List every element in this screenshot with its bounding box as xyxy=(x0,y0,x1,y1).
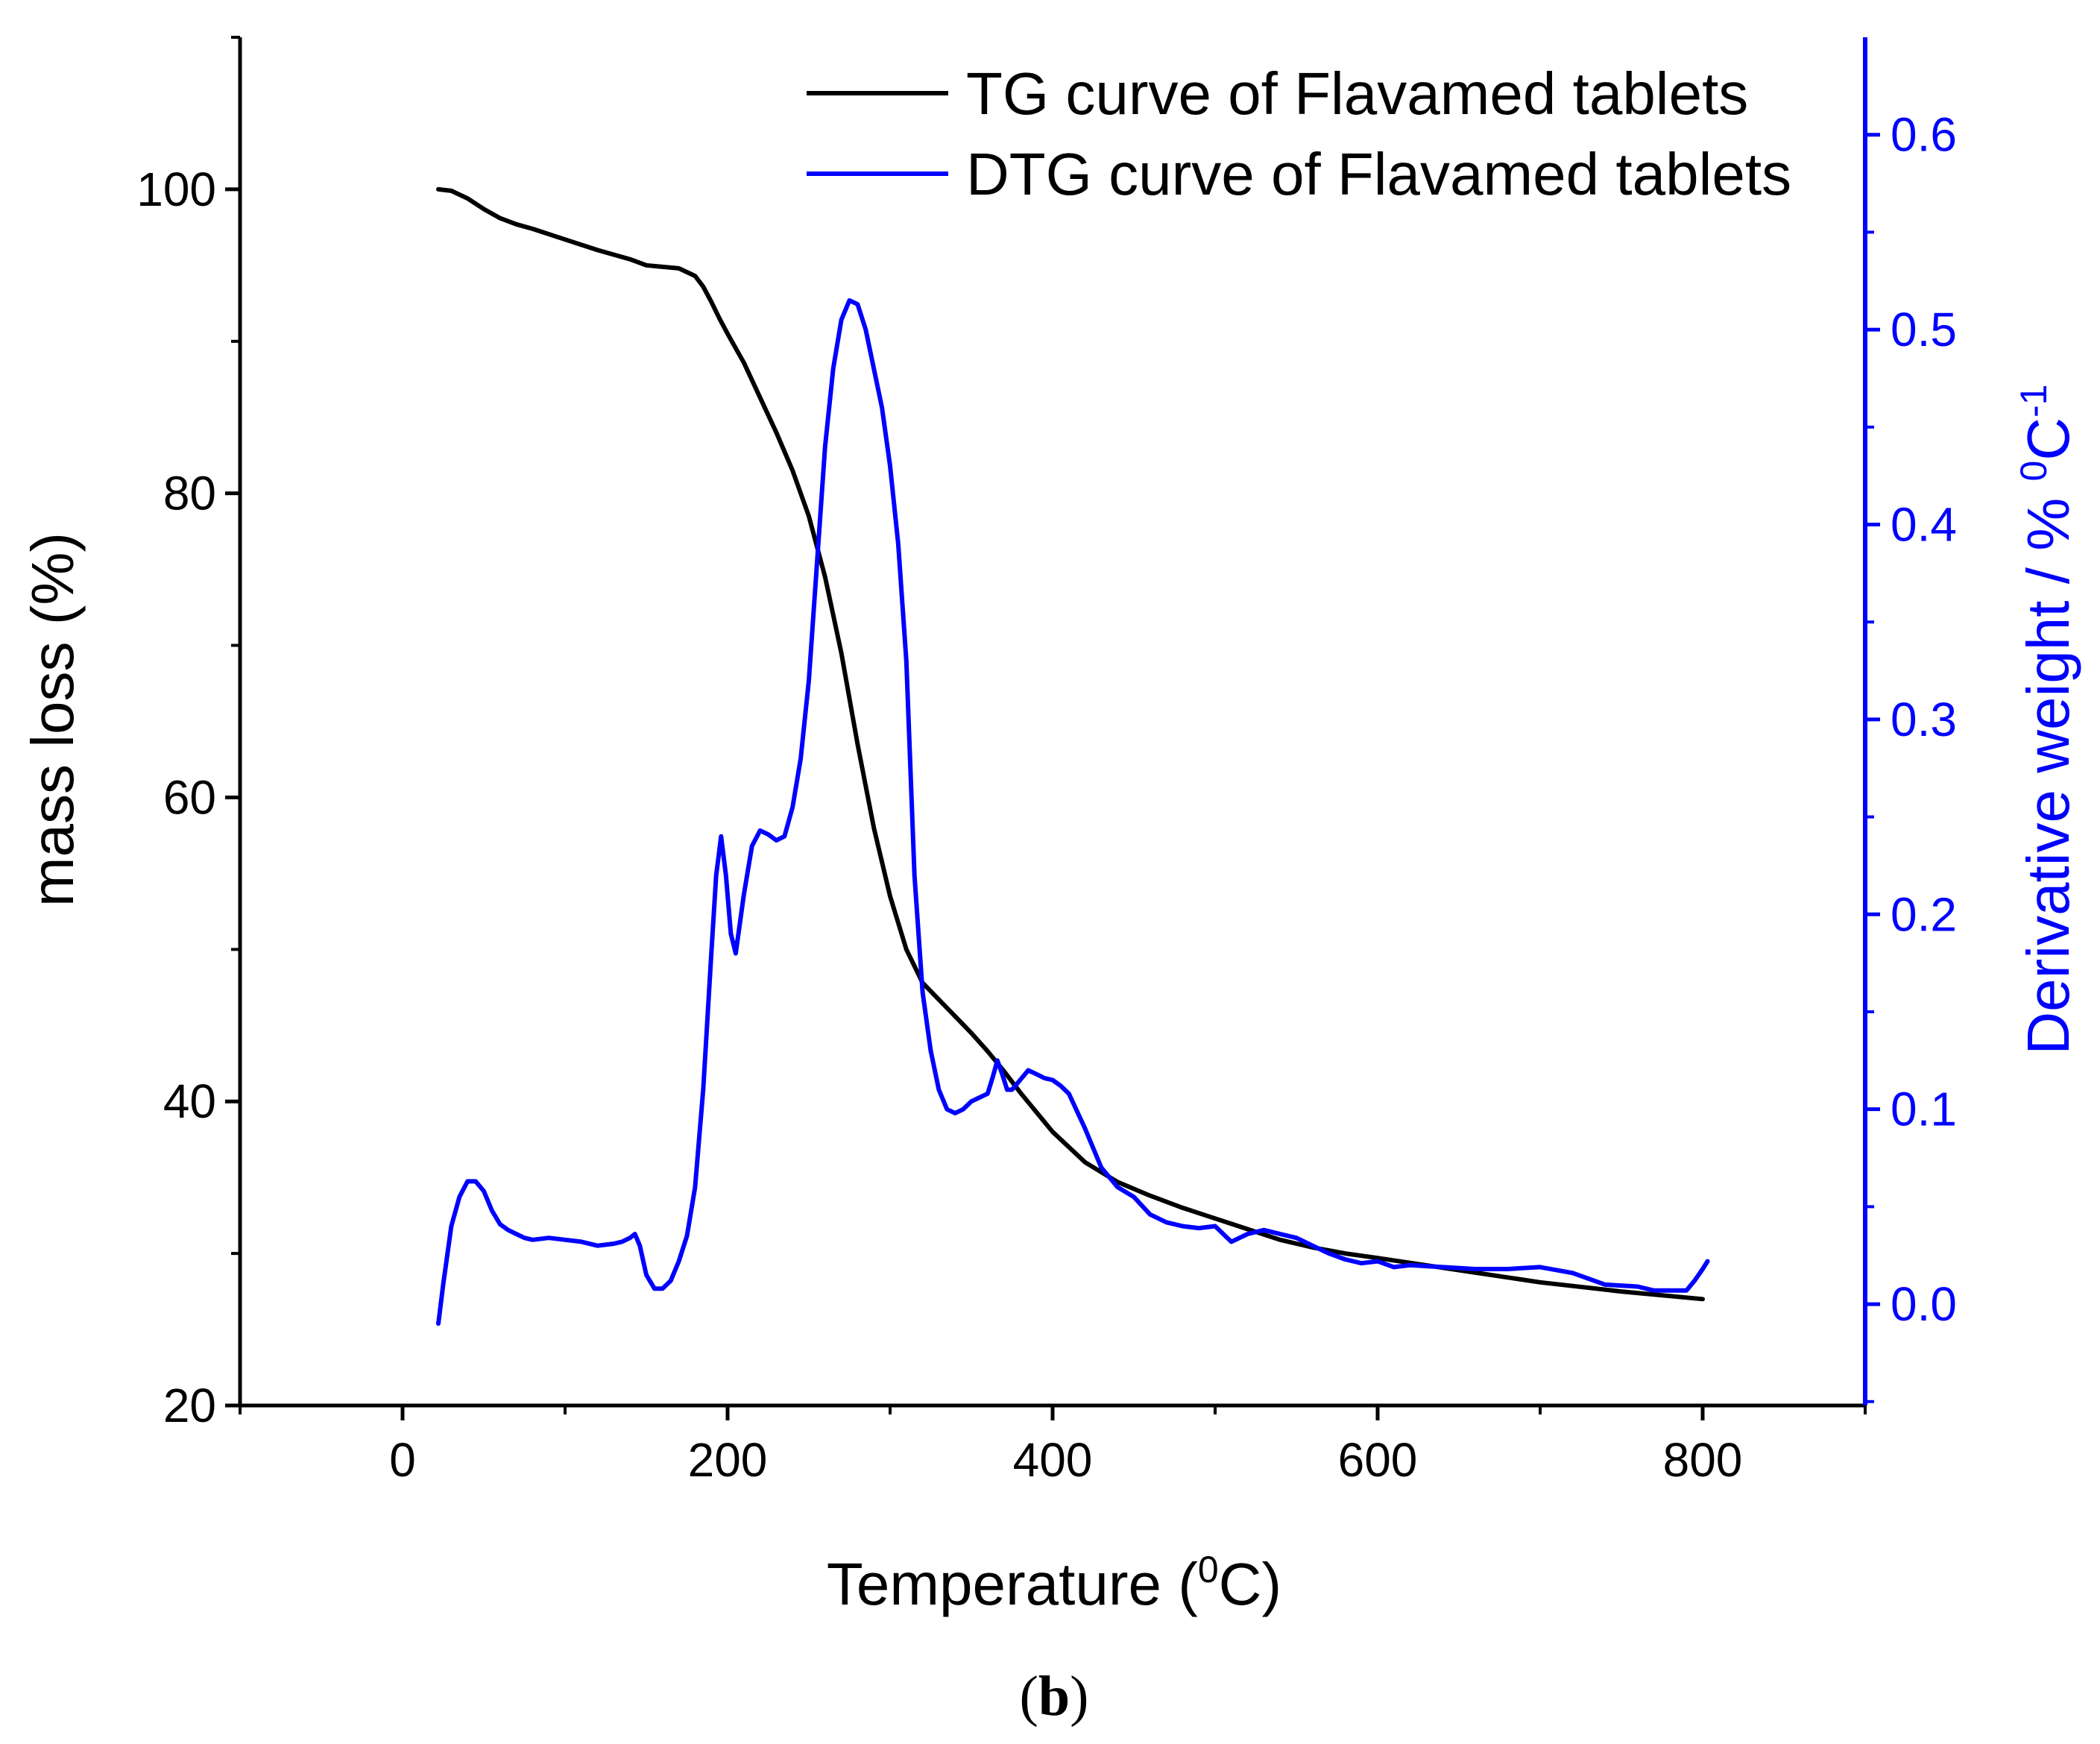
right-y-tick-label: 0.2 xyxy=(1891,887,1957,941)
x-tick-label: 800 xyxy=(1663,1433,1743,1487)
x-axis-title-suffix: C) xyxy=(1219,1551,1281,1617)
left-y-tick-label: 20 xyxy=(163,1379,216,1432)
right-y-tick-label: 0.0 xyxy=(1891,1277,1957,1331)
x-axis-title-prefix: Temperature ( xyxy=(827,1551,1198,1617)
x-tick-label: 600 xyxy=(1338,1433,1418,1487)
right-y-tick-label: 0.6 xyxy=(1891,108,1957,162)
right-y-axis-title-prefix: Derivative weight / % xyxy=(2015,481,2081,1054)
right-y-axis-title: Derivative weight / % 0C-1 xyxy=(2013,384,2081,1054)
figure-caption: (b) xyxy=(1020,1665,1089,1728)
x-axis-title-superscript: 0 xyxy=(1198,1549,1219,1590)
legend-label-dtg: DTG curve of Flavamed tablets xyxy=(966,141,1791,207)
dtg-series-line xyxy=(436,298,1710,1326)
x-tick-label: 200 xyxy=(688,1433,768,1487)
axis-layer: 0 200 400 600 800 20 40 60 80 100 0.0 0.1 0.2 0.3 0.4 0… xyxy=(136,36,1957,1487)
right-y-tick-label: 0.5 xyxy=(1891,303,1957,356)
right-y-tick-label: 0.4 xyxy=(1891,497,1957,551)
caption-letter: b xyxy=(1038,1665,1070,1728)
legend-label-tg: TG curve of Flavamed tablets xyxy=(966,60,1748,127)
right-y-tick-label: 0.1 xyxy=(1891,1083,1957,1136)
right-y-tick-label: 0.3 xyxy=(1891,693,1957,746)
x-tick-label: 400 xyxy=(1013,1433,1093,1487)
left-y-tick-label: 100 xyxy=(136,163,216,216)
left-y-tick-label: 40 xyxy=(163,1074,216,1128)
left-y-axis-title: mass loss (%) xyxy=(19,532,86,907)
series-layer xyxy=(436,186,1710,1326)
caption-open-paren: ( xyxy=(1020,1665,1038,1728)
left-y-tick-label: 80 xyxy=(163,467,216,520)
right-y-axis-title-unit: C xyxy=(2015,418,2081,461)
legend: TG curve of Flavamed tablets DTG curve of… xyxy=(807,60,1791,207)
tg-series-line xyxy=(436,186,1705,1302)
caption-close-paren: ) xyxy=(1070,1665,1088,1728)
left-y-tick-label: 60 xyxy=(163,770,216,824)
x-tick-label: 0 xyxy=(389,1433,416,1487)
right-y-axis-title-superscript-exponent: -1 xyxy=(2013,384,2055,417)
x-axis-title: Temperature (0C) xyxy=(827,1549,1281,1617)
right-y-axis-title-superscript-degree: 0 xyxy=(2013,461,2055,482)
